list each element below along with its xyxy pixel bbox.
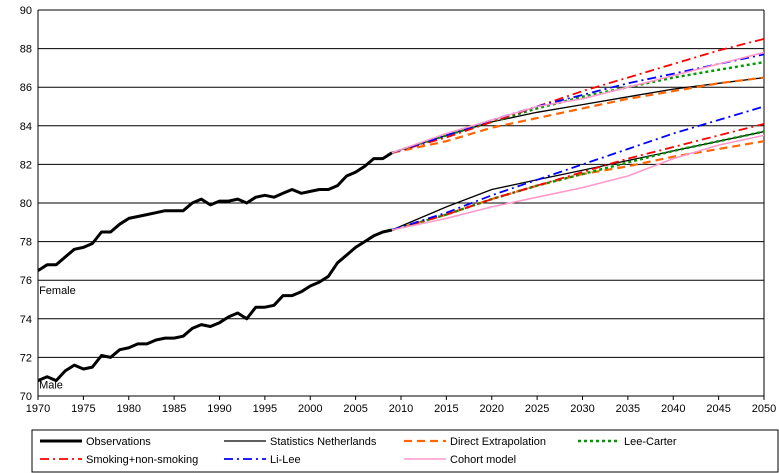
legend: Observations Statistics Netherlands Direct… <box>31 429 779 473</box>
y-tick-label: 76 <box>20 275 32 287</box>
legend-label: Observations <box>86 436 151 448</box>
x-tick-label: 2020 <box>480 403 504 415</box>
y-tick-label: 72 <box>20 352 32 364</box>
x-tick-label: 2035 <box>616 403 640 415</box>
legend-label: Statistics Netherlands <box>270 436 377 448</box>
series-line-li-lee-male <box>391 105 765 231</box>
x-tick-label: 2005 <box>343 403 367 415</box>
series-line-smoking-non-smoking-female <box>391 38 765 154</box>
x-tick-label: 2030 <box>570 403 594 415</box>
series-line-lee-carter-male <box>391 130 765 232</box>
y-tick-label: 70 <box>20 391 32 403</box>
series-line-observations-female <box>37 151 393 272</box>
x-tick-label: 1975 <box>71 403 95 415</box>
legend-label: Cohort model <box>450 454 516 466</box>
y-tick-label: 90 <box>20 5 32 17</box>
series-line-cohort-model-male <box>391 134 765 231</box>
x-tick-label: 2045 <box>706 403 730 415</box>
legend-label: Direct Extrapolation <box>450 436 546 448</box>
x-tick-label: 2015 <box>434 403 458 415</box>
y-axis: 70 72 74 76 78 80 82 84 86 88 90 <box>20 5 32 403</box>
series-line-observations-male <box>37 228 393 383</box>
series-line-direct-extrapolation-male <box>391 140 765 232</box>
x-tick-label: 2040 <box>661 403 685 415</box>
series-line-statistics-netherlands-male <box>391 130 765 231</box>
x-tick-label: 1980 <box>117 403 141 415</box>
y-tick-label: 88 <box>20 44 32 56</box>
x-tick-label: 1970 <box>26 403 50 415</box>
x-tick-label: 2050 <box>752 403 776 415</box>
y-tick-label: 78 <box>20 237 32 249</box>
gridlines <box>37 9 765 397</box>
series-line-smoking-non-smoking-male <box>391 123 765 231</box>
y-tick-label: 84 <box>20 121 32 133</box>
series-line-direct-extrapolation-female <box>391 76 765 154</box>
y-tick-label: 86 <box>20 82 32 94</box>
x-tick-label: 2000 <box>298 403 322 415</box>
y-tick-label: 74 <box>20 314 32 326</box>
series-line-lee-carter-female <box>391 60 765 154</box>
legend-label: Lee-Carter <box>624 436 677 448</box>
y-tick-label: 82 <box>20 159 32 171</box>
annotation-male: Male <box>39 379 63 391</box>
x-tick-label: 2025 <box>525 403 549 415</box>
series-lines <box>37 38 765 383</box>
x-tick-label: 2010 <box>389 403 413 415</box>
x-tick-label: 1985 <box>162 403 186 415</box>
legend-box <box>31 429 779 473</box>
legend-label: Smoking+non-smoking <box>86 454 198 466</box>
annotation-female: Female <box>39 285 76 297</box>
y-tick-label: 80 <box>20 198 32 210</box>
series-line-cohort-model-female <box>391 51 765 154</box>
x-tick-label: 1995 <box>253 403 277 415</box>
legend-label: Li-Lee <box>270 454 301 466</box>
x-axis: 1970 1975 1980 1985 1990 1995 2000 2005 2010 2015… <box>26 396 776 415</box>
x-tick-label: 1990 <box>207 403 231 415</box>
